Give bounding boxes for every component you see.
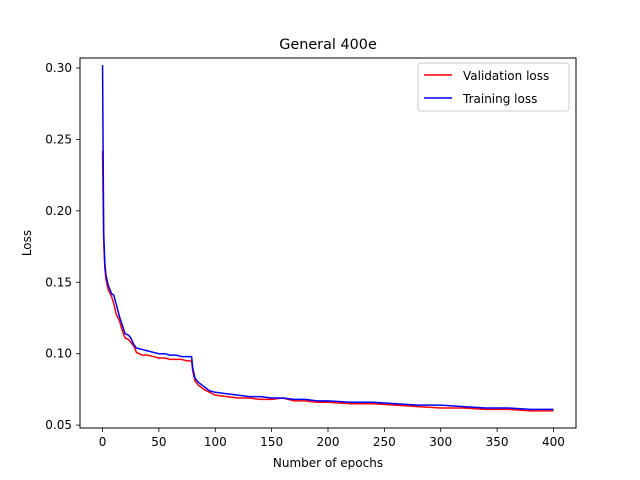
y-tick-label: 0.10 [45, 347, 72, 361]
x-tick-label: 150 [260, 435, 283, 449]
y-tick-label: 0.25 [45, 132, 72, 146]
x-tick-label: 350 [486, 435, 509, 449]
x-tick-label: 50 [151, 435, 166, 449]
x-tick-label: 0 [99, 435, 107, 449]
chart-title: General 400e [279, 37, 377, 53]
plot-frame [79, 57, 577, 429]
x-tick-label: 400 [542, 435, 565, 449]
x-tick-label: 300 [429, 435, 452, 449]
y-tick-label: 0.20 [45, 204, 72, 218]
x-tick-label: 250 [373, 435, 396, 449]
training-loss-line [101, 65, 554, 411]
x-tick-label: 100 [204, 435, 227, 449]
legend: Validation loss Training loss [417, 62, 570, 112]
validation-loss-line [101, 150, 554, 412]
y-axis-ticks: 0.05 0.10 0.15 0.20 0.25 0.30 [45, 61, 80, 432]
legend-box [417, 62, 570, 112]
series-layer [101, 65, 554, 412]
x-tick-label: 200 [317, 435, 340, 449]
y-tick-label: 0.05 [45, 418, 72, 432]
y-axis-label: Loss [20, 230, 34, 256]
legend-training-label: Training loss [462, 92, 537, 106]
x-axis-label: Number of epochs [273, 456, 383, 470]
y-tick-label: 0.15 [45, 275, 72, 289]
y-tick-label: 0.30 [45, 61, 72, 75]
x-axis-ticks: 0 50 100 150 200 250 300 350 400 [99, 428, 565, 449]
legend-validation-label: Validation loss [463, 69, 549, 83]
